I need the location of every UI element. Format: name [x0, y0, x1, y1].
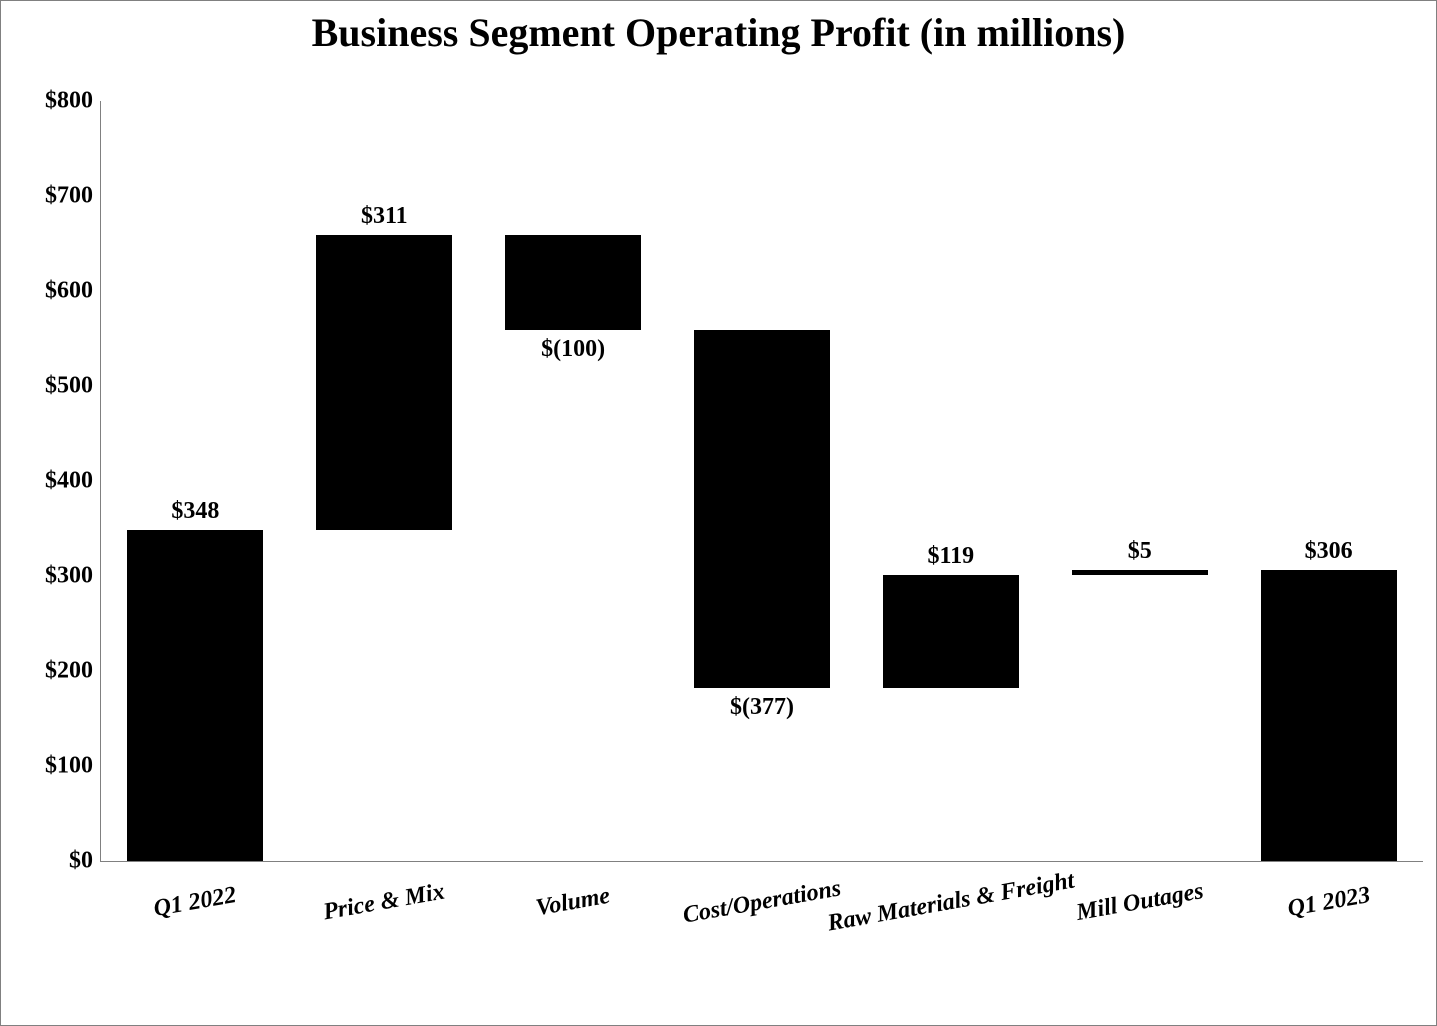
x-category-label: Q1 2022 [152, 882, 239, 923]
chart-title: Business Segment Operating Profit (in mi… [1, 9, 1436, 56]
bar-value-label: $(100) [541, 336, 605, 363]
y-tick-label: $800 [45, 88, 101, 115]
x-category-label: Price & Mix [322, 879, 447, 927]
bar-value-label: $119 [928, 543, 975, 570]
waterfall-bar [694, 330, 830, 688]
y-tick-label: $400 [45, 468, 101, 495]
chart-container: Business Segment Operating Profit (in mi… [0, 0, 1437, 1026]
bar-value-label: $306 [1305, 538, 1353, 565]
waterfall-bar [1072, 570, 1208, 575]
y-tick-label: $200 [45, 658, 101, 685]
bar-value-label: $(377) [730, 694, 794, 721]
y-tick-label: $700 [45, 183, 101, 210]
bar-value-label: $311 [361, 203, 408, 230]
y-tick-label: $500 [45, 373, 101, 400]
x-category-label: Q1 2023 [1285, 882, 1372, 923]
y-tick-label: $600 [45, 278, 101, 305]
bar-value-label: $348 [171, 498, 219, 525]
waterfall-bar [505, 235, 641, 330]
x-category-label: Cost/Operations [681, 875, 843, 929]
y-tick-label: $0 [69, 848, 101, 875]
x-category-label: Mill Outages [1074, 878, 1205, 927]
waterfall-bar [127, 530, 263, 861]
y-tick-label: $300 [45, 563, 101, 590]
y-tick-label: $100 [45, 753, 101, 780]
waterfall-bar [1261, 570, 1397, 861]
plot-area: $0$100$200$300$400$500$600$700$800$348Q1… [100, 101, 1423, 862]
waterfall-bar [316, 235, 452, 530]
x-category-label: Raw Materials & Freight [825, 867, 1076, 937]
bar-value-label: $5 [1128, 538, 1152, 565]
waterfall-bar [883, 575, 1019, 688]
x-category-label: Volume [534, 883, 612, 923]
